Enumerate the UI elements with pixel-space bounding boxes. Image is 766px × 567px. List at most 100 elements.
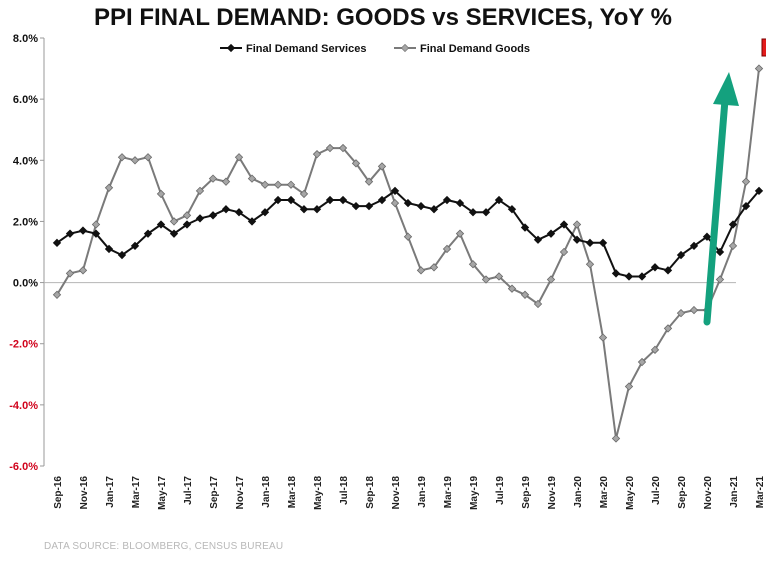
goods-point xyxy=(637,357,647,367)
x-tick-label: Nov-18 xyxy=(391,476,402,510)
x-axis: Sep-16 Nov-16 Jan-17 Mar-17 May-17 Jul-17 Sep-… xyxy=(53,476,766,510)
services-point xyxy=(650,263,660,272)
goods-point xyxy=(247,174,257,183)
goods-point xyxy=(442,244,452,254)
services-point xyxy=(234,208,244,217)
y-tick-label: 0.0% xyxy=(13,278,38,290)
services-point xyxy=(663,266,673,275)
x-tick-label: May-20 xyxy=(625,476,636,510)
services-point xyxy=(52,238,62,247)
services-point xyxy=(325,195,335,205)
goods-point xyxy=(663,324,673,333)
services-point xyxy=(559,220,569,229)
services-point xyxy=(416,201,426,211)
goods-point xyxy=(364,177,374,186)
goods-point xyxy=(286,180,296,189)
x-tick-label: Jan-17 xyxy=(105,476,116,508)
services-point xyxy=(351,201,361,211)
goods-value-callout: 7.0% xyxy=(761,38,766,57)
goods-point xyxy=(585,260,595,269)
services-point xyxy=(676,250,686,260)
goods-point xyxy=(260,180,270,189)
callouts: 7.0%3.0% xyxy=(761,38,766,57)
goods-point xyxy=(234,153,244,162)
services-point xyxy=(598,238,608,247)
services-point xyxy=(169,229,179,238)
chart-title: PPI FINAL DEMAND: GOODS vs SERVICES, YoY… xyxy=(94,4,672,31)
goods-point xyxy=(611,434,621,443)
goods-point xyxy=(195,186,205,196)
services-point xyxy=(689,241,699,251)
goods-point xyxy=(598,333,608,342)
services-point xyxy=(247,217,257,226)
services-point xyxy=(741,201,751,211)
x-tick-label: Mar-20 xyxy=(599,476,610,509)
services-point xyxy=(611,269,621,278)
services-point xyxy=(637,272,647,281)
services-point xyxy=(182,220,192,229)
callout-box xyxy=(761,38,766,57)
services-point xyxy=(104,244,114,254)
goods-point xyxy=(559,247,569,257)
goods-point xyxy=(208,174,218,183)
x-tick-label: Jul-17 xyxy=(183,476,194,505)
goods-point xyxy=(494,272,504,281)
services-point xyxy=(494,195,504,205)
services-point xyxy=(481,208,491,217)
services-point xyxy=(91,229,101,238)
goods-point xyxy=(377,162,387,171)
x-tick-label: May-17 xyxy=(157,476,168,510)
services-point xyxy=(221,205,231,214)
goods-point xyxy=(143,153,153,162)
services-point xyxy=(156,220,166,229)
x-tick-label: Nov-16 xyxy=(79,476,90,510)
goods-point xyxy=(507,284,517,293)
source-note: DATA SOURCE: BLOOMBERG, CENSUS BUREAU xyxy=(44,541,284,552)
goods-point xyxy=(169,217,179,226)
services-point xyxy=(338,195,348,205)
y-tick-label: -6.0% xyxy=(9,461,38,473)
goods-point xyxy=(299,189,309,199)
services-point xyxy=(273,195,283,205)
x-tick-label: Jul-20 xyxy=(651,476,662,505)
goods-point xyxy=(273,180,283,189)
services-point xyxy=(208,211,218,220)
goods-point xyxy=(481,275,491,284)
services-point xyxy=(754,186,764,196)
x-tick-label: Nov-19 xyxy=(547,476,558,510)
services-point xyxy=(533,235,543,244)
goods-point xyxy=(117,153,127,162)
goods-point xyxy=(156,189,166,199)
goods-point xyxy=(312,150,322,159)
services-point xyxy=(728,220,738,229)
x-tick-label: Mar-17 xyxy=(131,476,142,509)
y-tick-label: 6.0% xyxy=(13,94,38,106)
arrow-shaft xyxy=(703,96,729,326)
goods-point xyxy=(468,260,478,269)
y-axis: 8.0% 6.0% 4.0% 2.0% 0.0% -2.0% -4.0% -6.0% xyxy=(9,33,736,473)
trend-arrow xyxy=(703,72,739,326)
goods-point xyxy=(455,229,465,238)
goods-point xyxy=(429,263,439,272)
y-tick-label: 4.0% xyxy=(13,155,38,167)
services-point xyxy=(312,205,322,214)
goods-point xyxy=(533,299,543,309)
services-point xyxy=(377,195,387,205)
goods-point xyxy=(390,198,400,208)
x-tick-label: Jul-19 xyxy=(495,476,506,505)
goods-point xyxy=(221,177,231,186)
services-point xyxy=(364,201,374,211)
goods-point xyxy=(741,177,751,186)
y-tick-label: -2.0% xyxy=(9,339,38,351)
goods-point xyxy=(546,275,556,284)
services-point xyxy=(468,208,478,217)
goods-line xyxy=(56,68,760,439)
services-point xyxy=(403,198,413,208)
services-point xyxy=(390,186,400,196)
x-tick-label: Sep-18 xyxy=(365,476,376,509)
legend-marker xyxy=(226,43,236,53)
x-tick-label: Jan-18 xyxy=(261,476,272,508)
x-tick-label: Nov-20 xyxy=(703,476,714,510)
goods-point xyxy=(689,305,699,315)
